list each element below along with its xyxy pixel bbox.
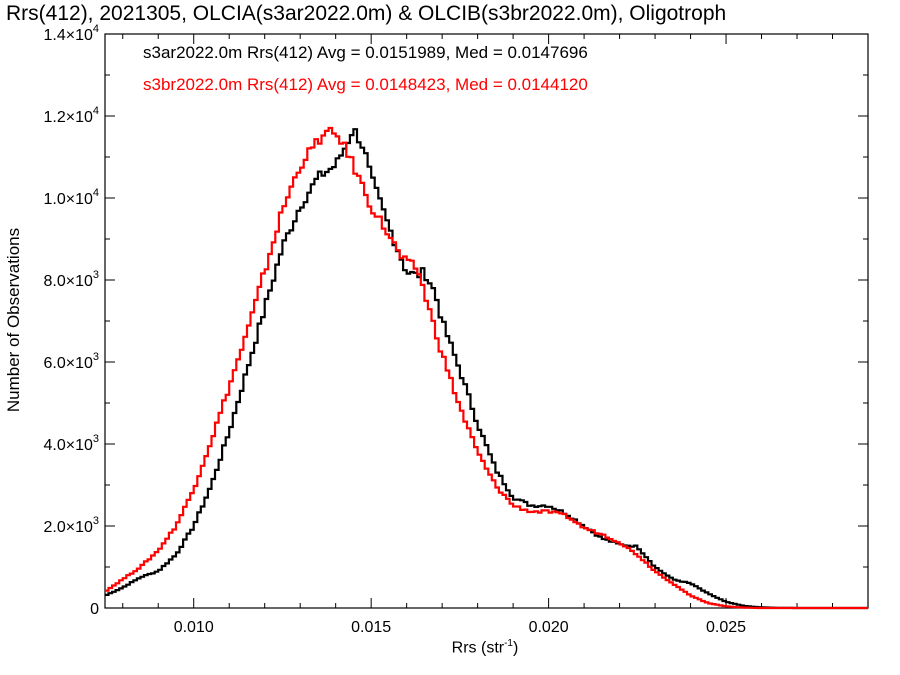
- x-axis-label-exponent: -1: [504, 638, 514, 649]
- y-tick-label: 1.0×104: [43, 187, 99, 208]
- x-tick-label: 0.010: [174, 619, 214, 636]
- legend-entry-olcia: s3ar2022.0m Rrs(412) Avg = 0.0151989, Me…: [143, 43, 588, 62]
- x-tick-label: 0.015: [351, 619, 391, 636]
- y-tick-label: 1.4×104: [43, 23, 99, 44]
- plot-frame: [104, 33, 869, 609]
- series-line-1: [105, 126, 868, 610]
- series-line-0: [105, 128, 868, 610]
- legend-entry-olcib: s3br2022.0m Rrs(412) Avg = 0.0148423, Me…: [143, 75, 588, 94]
- x-axis-label: Rrs (str-1): [452, 638, 519, 657]
- chart-title: Rrs(412), 2021305, OLCIA(s3ar2022.0m) & …: [6, 2, 727, 25]
- x-tick-label: 0.020: [529, 619, 569, 636]
- y-tick-label: 6.0×103: [43, 351, 99, 372]
- x-tick-label: 0.025: [706, 619, 746, 636]
- y-axis-label: Number of Observations: [4, 227, 23, 413]
- x-axis-label-text: Rrs (str: [451, 639, 505, 657]
- y-tick-label: 8.0×103: [43, 269, 99, 290]
- y-tick-label: 2.0×103: [43, 515, 99, 536]
- y-tick-label: 4.0×103: [43, 433, 99, 454]
- y-tick-label: 1.2×104: [43, 105, 99, 126]
- x-axis-label-close: ): [513, 639, 519, 657]
- y-tick-label: 0: [90, 601, 99, 618]
